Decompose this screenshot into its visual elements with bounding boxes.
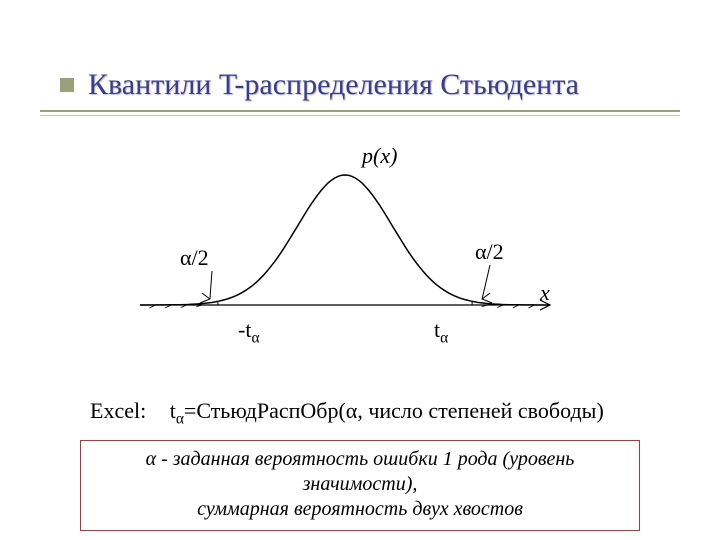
excel-row: Excel: tα=СтьюдРаспОбр(α, число степеней… bbox=[90, 398, 660, 428]
footnote-box: α - заданная вероятность ошибки 1 рода (… bbox=[80, 440, 640, 531]
right-region-label: α/2 bbox=[475, 239, 504, 265]
left-region-label: α/2 bbox=[180, 245, 209, 271]
footnote-line1: α - заданная вероятность ошибки 1 рода (… bbox=[146, 448, 575, 495]
excel-formula: tα=СтьюдРаспОбр(α, число степеней свобод… bbox=[170, 398, 604, 423]
title-bullet bbox=[60, 78, 74, 92]
page-title: Квантили T-распределения Стьюдента bbox=[88, 68, 579, 102]
title-underline-primary bbox=[40, 110, 680, 112]
neg-quantile-label: -tα bbox=[238, 317, 260, 347]
excel-label: Excel: bbox=[90, 398, 146, 424]
title-underline-secondary bbox=[40, 115, 680, 116]
footnote-line2: суммарная вероятность двух хвостов bbox=[197, 498, 523, 520]
x-axis-label: x bbox=[540, 280, 550, 306]
pos-quantile-label: tα bbox=[434, 317, 448, 347]
distribution-chart: p(x) α/2 α/2 x -tα tα bbox=[130, 145, 570, 355]
density-label: p(x) bbox=[362, 143, 397, 169]
